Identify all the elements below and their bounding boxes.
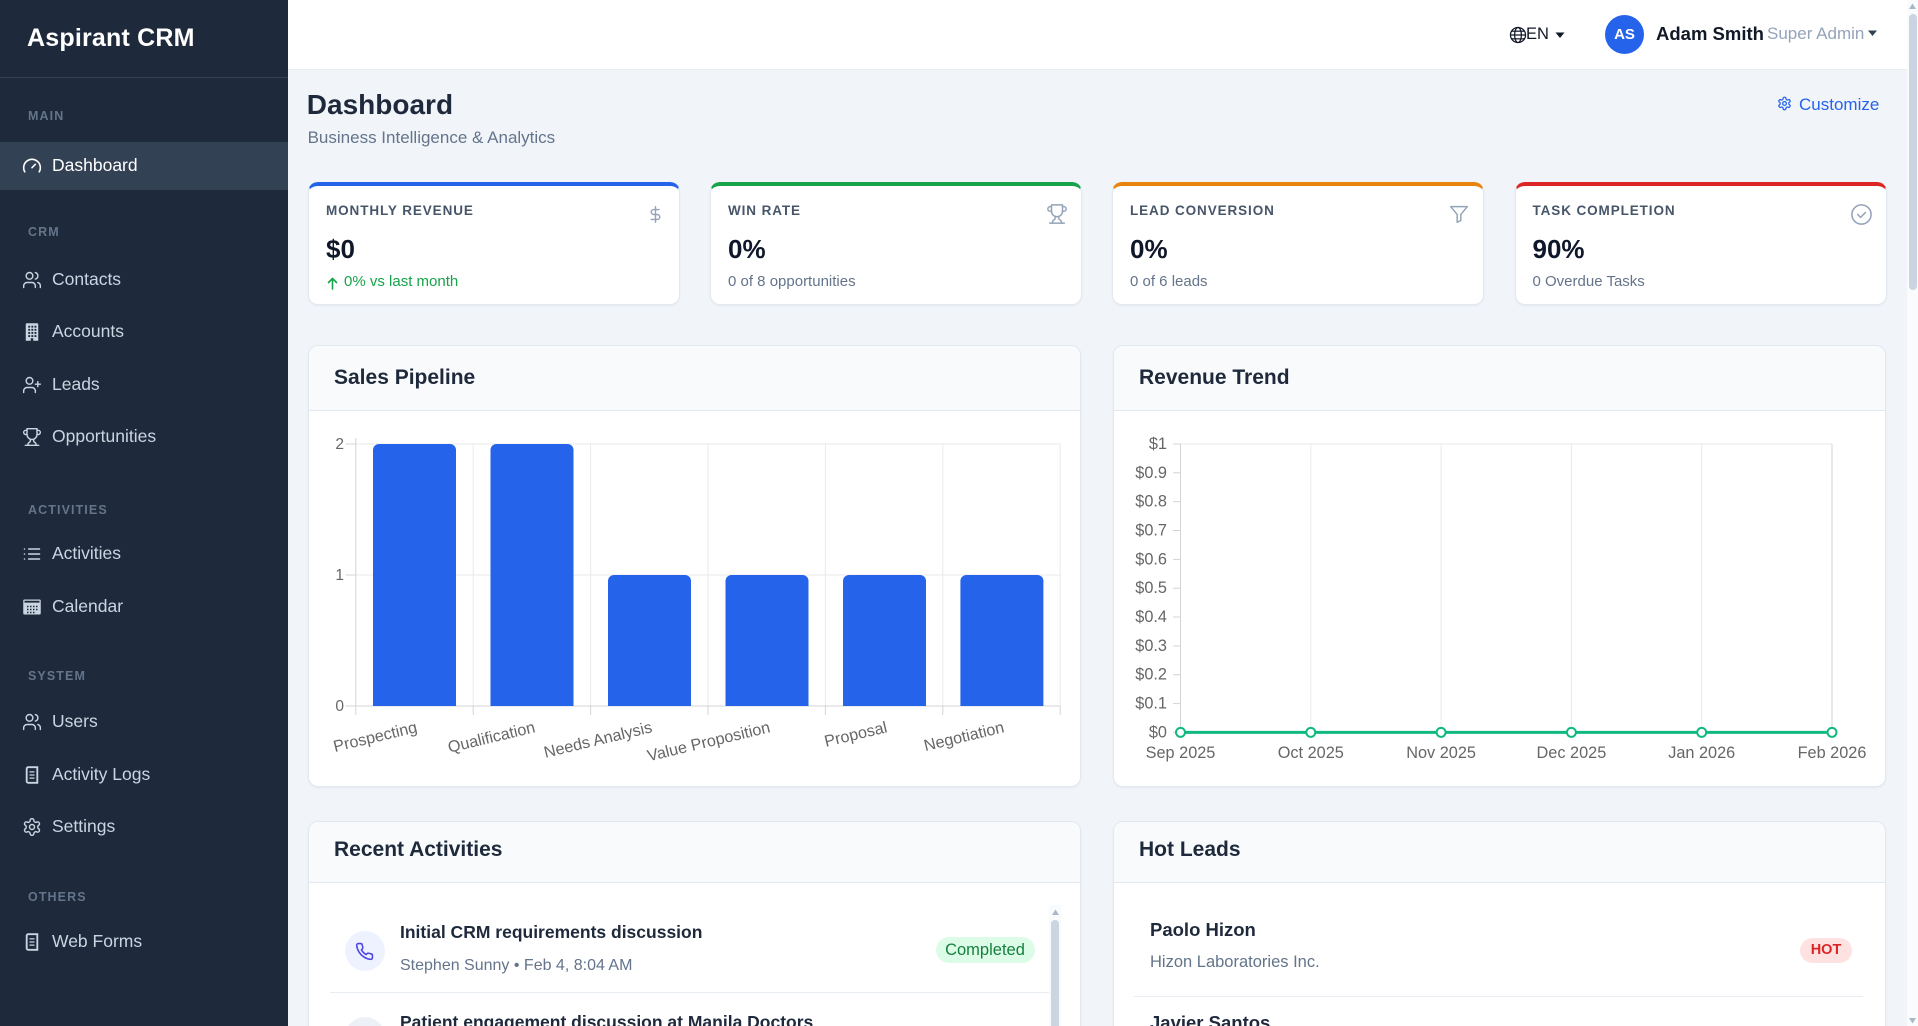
svg-text:$0.3: $0.3	[1135, 637, 1167, 655]
svg-text:$1: $1	[1149, 435, 1167, 453]
svg-text:0: 0	[335, 698, 344, 715]
svg-text:Prospecting: Prospecting	[332, 718, 419, 755]
svg-text:Negotiation: Negotiation	[922, 718, 1006, 755]
svg-text:$0.7: $0.7	[1135, 522, 1167, 540]
svg-text:Feb 2026: Feb 2026	[1798, 744, 1867, 762]
svg-text:Needs Analysis: Needs Analysis	[542, 718, 654, 761]
svg-text:$0.4: $0.4	[1135, 608, 1167, 626]
svg-text:$0.8: $0.8	[1135, 493, 1167, 511]
svg-text:$0.5: $0.5	[1135, 579, 1167, 597]
svg-text:$0.6: $0.6	[1135, 550, 1167, 568]
svg-text:Nov 2025: Nov 2025	[1406, 744, 1476, 762]
svg-text:Qualification: Qualification	[446, 718, 537, 756]
svg-text:Oct 2025: Oct 2025	[1278, 744, 1344, 762]
svg-text:Value Proposition: Value Proposition	[646, 718, 772, 765]
svg-text:Dec 2025: Dec 2025	[1537, 744, 1607, 762]
svg-text:$0.9: $0.9	[1135, 464, 1167, 482]
svg-text:2: 2	[335, 436, 344, 453]
svg-text:$0: $0	[1149, 723, 1167, 741]
svg-text:Jan 2026: Jan 2026	[1668, 744, 1735, 762]
svg-text:$0.2: $0.2	[1135, 666, 1167, 684]
svg-text:$0.1: $0.1	[1135, 694, 1167, 712]
svg-text:Proposal: Proposal	[823, 718, 889, 750]
svg-text:1: 1	[335, 567, 344, 584]
svg-text:Sep 2025: Sep 2025	[1146, 744, 1216, 762]
